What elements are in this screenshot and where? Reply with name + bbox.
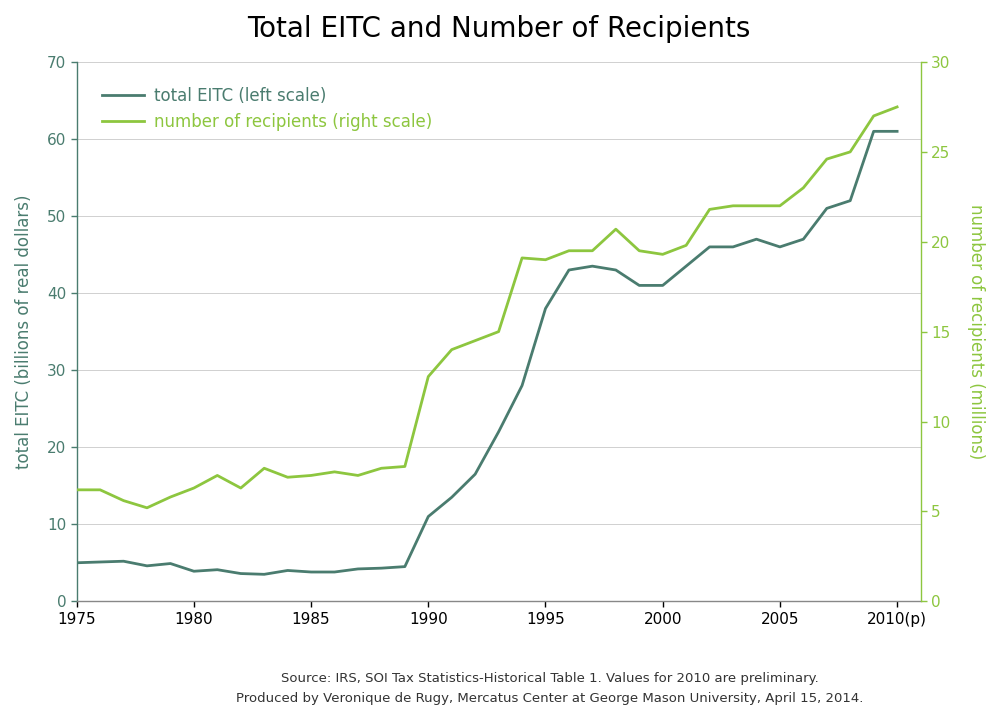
Text: Source: IRS, SOI Tax Statistics-Historical Table 1. Values for 2010 are prelimin: Source: IRS, SOI Tax Statistics-Historic…: [236, 672, 864, 704]
Title: Total EITC and Number of Recipients: Total EITC and Number of Recipients: [247, 15, 750, 43]
Y-axis label: number of recipients (millions): number of recipients (millions): [967, 204, 985, 459]
Y-axis label: total EITC (billions of real dollars): total EITC (billions of real dollars): [15, 195, 33, 469]
Legend: total EITC (left scale), number of recipients (right scale): total EITC (left scale), number of recip…: [102, 86, 432, 131]
